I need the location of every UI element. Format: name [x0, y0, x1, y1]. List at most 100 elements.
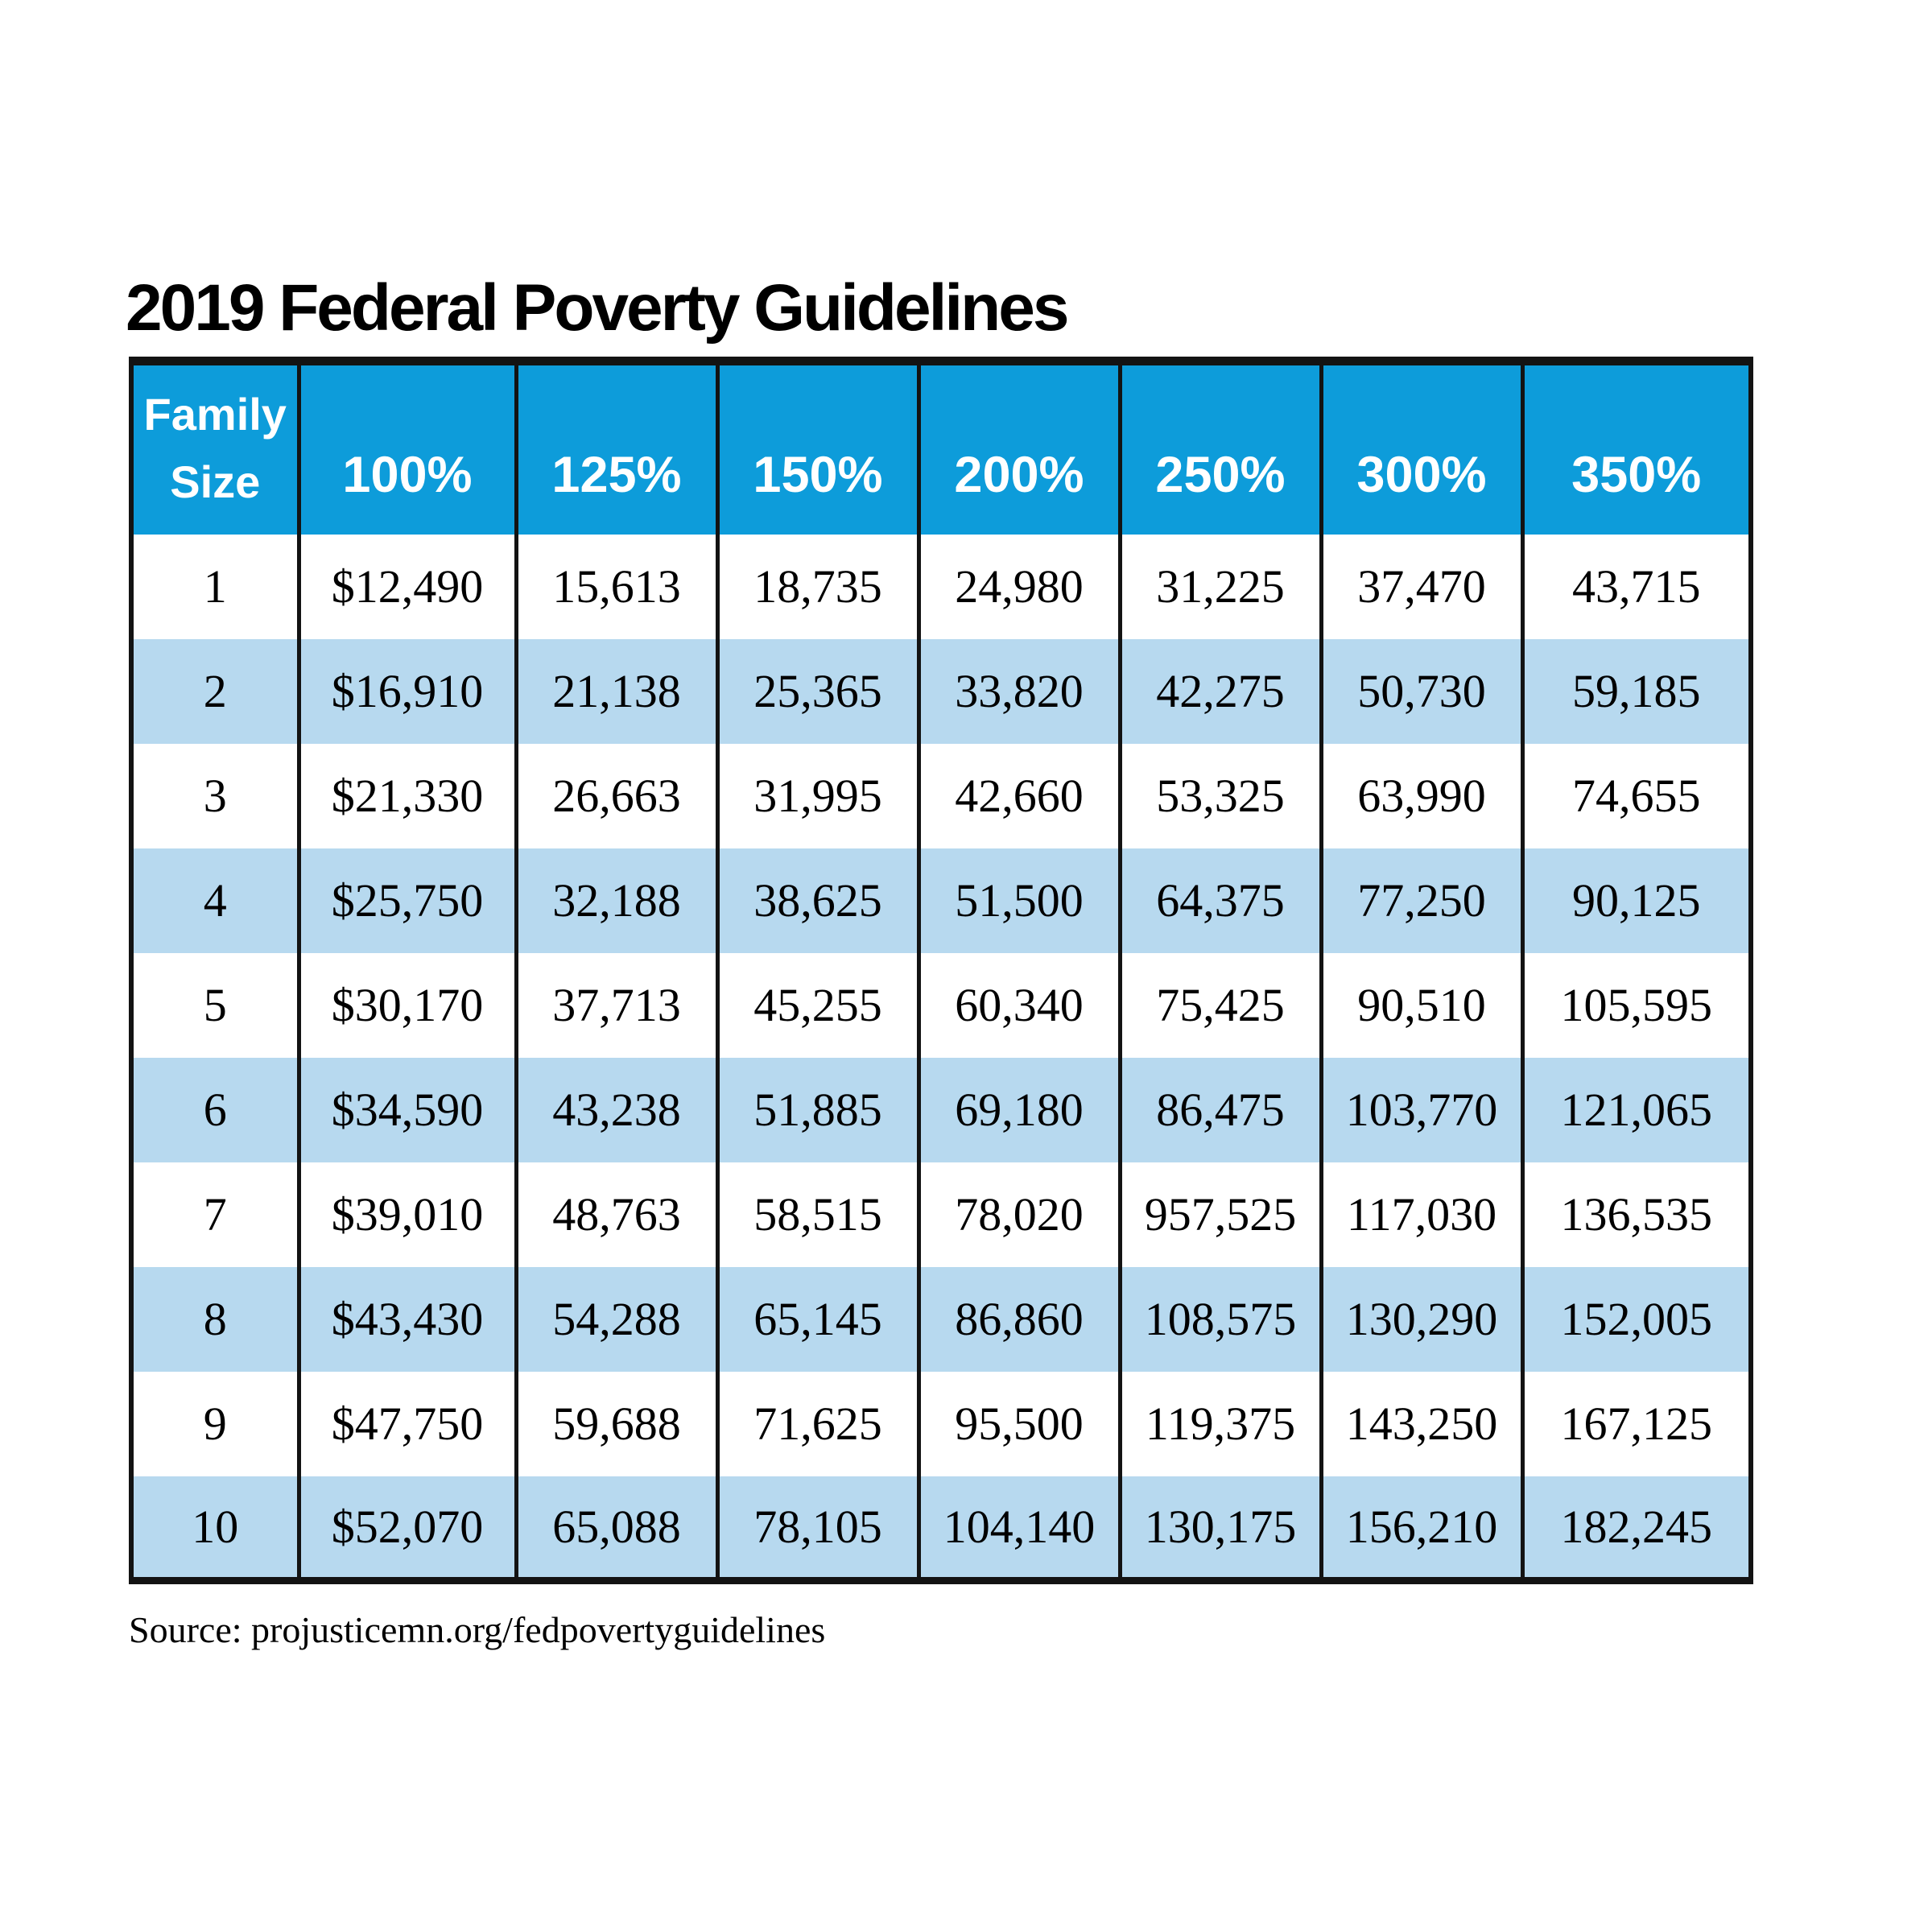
value-cell: 50,730 [1319, 638, 1525, 744]
column-header-200pct: 200% [916, 361, 1122, 535]
value-cell: $30,170 [296, 952, 518, 1058]
value-cell: $34,590 [296, 1057, 518, 1162]
value-cell: 90,510 [1319, 952, 1525, 1058]
value-cell: 156,210 [1319, 1476, 1525, 1581]
table-row: 1 $12,490 15,613 18,735 24,980 31,225 37… [129, 534, 1753, 639]
value-cell: 51,500 [916, 848, 1122, 953]
value-cell: 71,625 [715, 1371, 921, 1476]
family-size-cell: 8 [129, 1266, 301, 1372]
value-cell: 65,145 [715, 1266, 921, 1372]
value-cell: 117,030 [1319, 1162, 1525, 1267]
value-cell: 33,820 [916, 638, 1122, 744]
value-cell: 957,525 [1117, 1162, 1323, 1267]
family-size-cell: 7 [129, 1162, 301, 1267]
value-cell: 130,290 [1319, 1266, 1525, 1372]
family-size-cell: 3 [129, 743, 301, 848]
value-cell: 59,688 [514, 1371, 720, 1476]
value-cell: 54,288 [514, 1266, 720, 1372]
value-cell: $47,750 [296, 1371, 518, 1476]
family-size-cell: 1 [129, 534, 301, 639]
family-size-cell: 5 [129, 952, 301, 1058]
value-cell: 25,365 [715, 638, 921, 744]
value-cell: 42,275 [1117, 638, 1323, 744]
column-header-100pct: 100% [296, 361, 518, 535]
value-cell: 59,185 [1520, 638, 1753, 744]
value-cell: 78,020 [916, 1162, 1122, 1267]
value-cell: 152,005 [1520, 1266, 1753, 1372]
column-header-250pct: 250% [1117, 361, 1323, 535]
table-body: 1 $12,490 15,613 18,735 24,980 31,225 37… [129, 534, 1753, 1581]
value-cell: 31,995 [715, 743, 921, 848]
value-cell: 60,340 [916, 952, 1122, 1058]
value-cell: 104,140 [916, 1476, 1122, 1581]
value-cell: 38,625 [715, 848, 921, 953]
source-note: Source: projusticemn.org/fedpovertyguide… [129, 1609, 826, 1650]
value-cell: $39,010 [296, 1162, 518, 1267]
page-title: 2019 Federal Poverty Guidelines [126, 271, 1069, 345]
family-size-cell: 4 [129, 848, 301, 953]
table-row: 7 $39,010 48,763 58,515 78,020 957,525 1… [129, 1162, 1753, 1267]
family-size-cell: 10 [129, 1476, 301, 1581]
value-cell: 31,225 [1117, 534, 1323, 639]
value-cell: 15,613 [514, 534, 720, 639]
family-size-cell: 6 [129, 1057, 301, 1162]
value-cell: $16,910 [296, 638, 518, 744]
value-cell: 74,655 [1520, 743, 1753, 848]
value-cell: 78,105 [715, 1476, 921, 1581]
value-cell: 45,255 [715, 952, 921, 1058]
value-cell: 108,575 [1117, 1266, 1323, 1372]
value-cell: 32,188 [514, 848, 720, 953]
value-cell: $12,490 [296, 534, 518, 639]
header-row: Family Size 100% 125% 150% 200% 250% 300… [129, 361, 1753, 535]
value-cell: 167,125 [1520, 1371, 1753, 1476]
column-header-150pct: 150% [715, 361, 921, 535]
table-row: 8 $43,430 54,288 65,145 86,860 108,575 1… [129, 1266, 1753, 1372]
value-cell: 119,375 [1117, 1371, 1323, 1476]
value-cell: 48,763 [514, 1162, 720, 1267]
value-cell: $43,430 [296, 1266, 518, 1372]
column-header-300pct: 300% [1319, 361, 1525, 535]
value-cell: $25,750 [296, 848, 518, 953]
table-row: 4 $25,750 32,188 38,625 51,500 64,375 77… [129, 848, 1753, 953]
header-family-line1: Family [143, 388, 287, 440]
value-cell: 51,885 [715, 1057, 921, 1162]
value-cell: 105,595 [1520, 952, 1753, 1058]
value-cell: 182,245 [1520, 1476, 1753, 1581]
table-row: 10 $52,070 65,088 78,105 104,140 130,175… [129, 1476, 1753, 1581]
value-cell: 136,535 [1520, 1162, 1753, 1267]
column-header-350pct: 350% [1520, 361, 1753, 535]
header-family-line2: Size [170, 456, 261, 507]
value-cell: $52,070 [296, 1476, 518, 1581]
value-cell: 42,660 [916, 743, 1122, 848]
value-cell: 37,713 [514, 952, 720, 1058]
value-cell: 53,325 [1117, 743, 1323, 848]
value-cell: 37,470 [1319, 534, 1525, 639]
table-header: Family Size 100% 125% 150% 200% 250% 300… [129, 361, 1753, 535]
value-cell: 95,500 [916, 1371, 1122, 1476]
value-cell: 130,175 [1117, 1476, 1323, 1581]
column-header-family-size: Family Size [129, 361, 301, 535]
table-row: 6 $34,590 43,238 51,885 69,180 86,475 10… [129, 1057, 1753, 1162]
table-row: 3 $21,330 26,663 31,995 42,660 53,325 63… [129, 743, 1753, 848]
poverty-guidelines-table: Family Size 100% 125% 150% 200% 250% 300… [129, 357, 1753, 1584]
value-cell: 103,770 [1319, 1057, 1525, 1162]
value-cell: 43,238 [514, 1057, 720, 1162]
value-cell: 43,715 [1520, 534, 1753, 639]
table-row: 2 $16,910 21,138 25,365 33,820 42,275 50… [129, 638, 1753, 744]
value-cell: 143,250 [1319, 1371, 1525, 1476]
value-cell: 58,515 [715, 1162, 921, 1267]
column-header-125pct: 125% [514, 361, 720, 535]
value-cell: 63,990 [1319, 743, 1525, 848]
value-cell: 69,180 [916, 1057, 1122, 1162]
value-cell: 24,980 [916, 534, 1122, 639]
value-cell: 86,860 [916, 1266, 1122, 1372]
value-cell: 77,250 [1319, 848, 1525, 953]
value-cell: 26,663 [514, 743, 720, 848]
value-cell: 90,125 [1520, 848, 1753, 953]
value-cell: 121,065 [1520, 1057, 1753, 1162]
family-size-cell: 9 [129, 1371, 301, 1476]
value-cell: 65,088 [514, 1476, 720, 1581]
table-row: 5 $30,170 37,713 45,255 60,340 75,425 90… [129, 952, 1753, 1058]
value-cell: 21,138 [514, 638, 720, 744]
